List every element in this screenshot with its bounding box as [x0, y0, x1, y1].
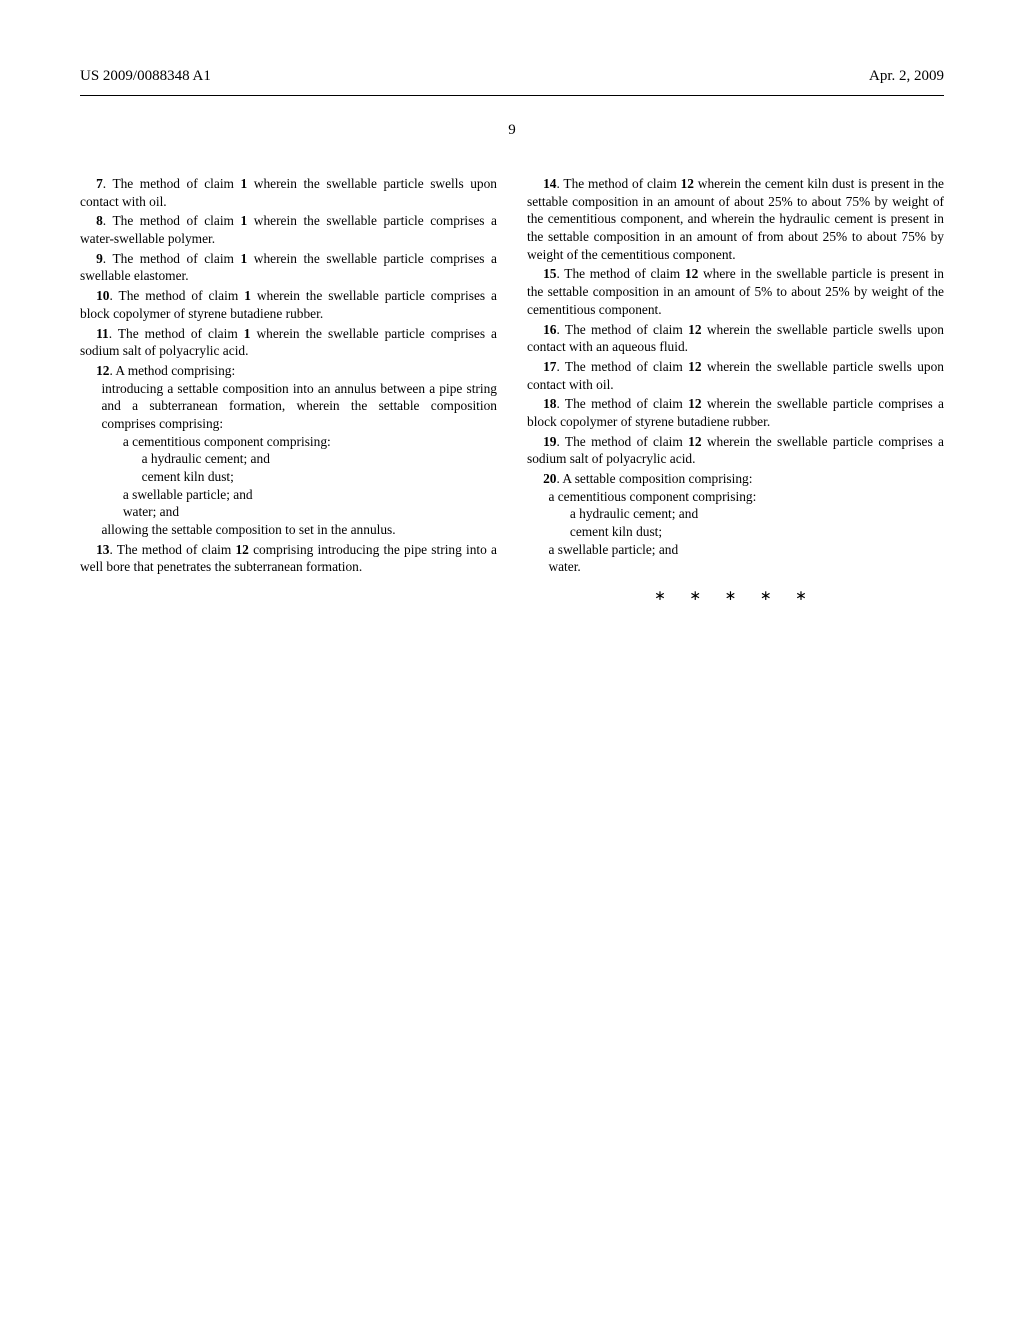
claim-text: . The method of claim	[103, 251, 241, 266]
claim-sub: cement kiln dust;	[142, 468, 497, 486]
claim-ref: 12	[688, 322, 701, 337]
claim-text: . The method of claim	[109, 542, 235, 557]
claim-sub: a cementitious component comprising:	[548, 488, 944, 506]
claim-text: . The method of claim	[109, 288, 244, 303]
claim-num: 7	[96, 176, 103, 191]
claim-sub: a cementitious component comprising:	[123, 433, 497, 451]
claim-sub: water; and	[123, 503, 497, 521]
claim-num: 8	[96, 213, 103, 228]
claim-15: 15. The method of claim 12 where in the …	[527, 265, 944, 318]
publication-date: Apr. 2, 2009	[869, 68, 944, 85]
claim-14: 14. The method of claim 12 wherein the c…	[527, 175, 944, 263]
claim-num: 18	[543, 396, 556, 411]
claim-text: . The method of claim	[556, 396, 688, 411]
claim-num: 16	[543, 322, 556, 337]
claim-text: . The method of claim	[556, 359, 688, 374]
claims-body: 7. The method of claim 1 wherein the swe…	[80, 175, 944, 607]
claim-num: 10	[96, 288, 109, 303]
claim-sub: water.	[548, 558, 944, 576]
claim-ref: 12	[685, 266, 698, 281]
claim-7: 7. The method of claim 1 wherein the swe…	[80, 175, 497, 210]
claim-num: 13	[96, 542, 109, 557]
claim-text: . The method of claim	[556, 322, 688, 337]
claim-18: 18. The method of claim 12 wherein the s…	[527, 395, 944, 430]
claim-num: 12	[96, 363, 109, 378]
claim-16: 16. The method of claim 12 wherein the s…	[527, 321, 944, 356]
claim-num: 9	[96, 251, 103, 266]
publication-number: US 2009/0088348 A1	[80, 68, 211, 85]
claim-sub: a swellable particle; and	[123, 486, 497, 504]
claim-8: 8. The method of claim 1 wherein the swe…	[80, 212, 497, 247]
claim-11: 11. The method of claim 1 wherein the sw…	[80, 325, 497, 360]
claim-text: . The method of claim	[103, 213, 241, 228]
claim-20: 20. A settable composition comprising: a…	[527, 470, 944, 576]
claim-9: 9. The method of claim 1 wherein the swe…	[80, 250, 497, 285]
page-number: 9	[80, 122, 944, 139]
claim-12: 12. A method comprising: introducing a s…	[80, 362, 497, 539]
claim-19: 19. The method of claim 12 wherein the s…	[527, 433, 944, 468]
claim-num: 17	[543, 359, 556, 374]
end-stars: ∗ ∗ ∗ ∗ ∗	[527, 588, 944, 606]
claim-sub: cement kiln dust;	[570, 523, 944, 541]
claim-sub: a swellable particle; and	[548, 541, 944, 559]
claim-sub: a hydraulic cement; and	[142, 450, 497, 468]
claim-ref: 12	[235, 542, 248, 557]
header-rule	[80, 95, 944, 96]
claim-sub: allowing the settable composition to set…	[101, 521, 497, 539]
claim-num: 11	[96, 326, 109, 341]
claim-17: 17. The method of claim 12 wherein the s…	[527, 358, 944, 393]
claim-num: 14	[543, 176, 556, 191]
claim-ref: 12	[681, 176, 694, 191]
claim-text: . The method of claim	[556, 266, 684, 281]
claim-ref: 12	[688, 359, 701, 374]
claim-ref: 12	[688, 434, 701, 449]
claim-lead: . A settable composition comprising:	[556, 471, 752, 486]
claim-ref: 12	[688, 396, 701, 411]
page-header: US 2009/0088348 A1 Apr. 2, 2009	[80, 68, 944, 85]
claim-10: 10. The method of claim 1 wherein the sw…	[80, 287, 497, 322]
claim-num: 15	[543, 266, 556, 281]
claim-lead: . A method comprising:	[109, 363, 235, 378]
claim-sub: introducing a settable composition into …	[101, 380, 497, 433]
claim-text: . The method of claim	[103, 176, 241, 191]
claim-text: . The method of claim	[109, 326, 244, 341]
claim-ref: 1	[244, 288, 251, 303]
claim-num: 20	[543, 471, 556, 486]
claim-text: . The method of claim	[556, 176, 680, 191]
claim-num: 19	[543, 434, 556, 449]
claim-13: 13. The method of claim 12 comprising in…	[80, 541, 497, 576]
claim-text: . The method of claim	[556, 434, 688, 449]
claim-sub: a hydraulic cement; and	[570, 505, 944, 523]
